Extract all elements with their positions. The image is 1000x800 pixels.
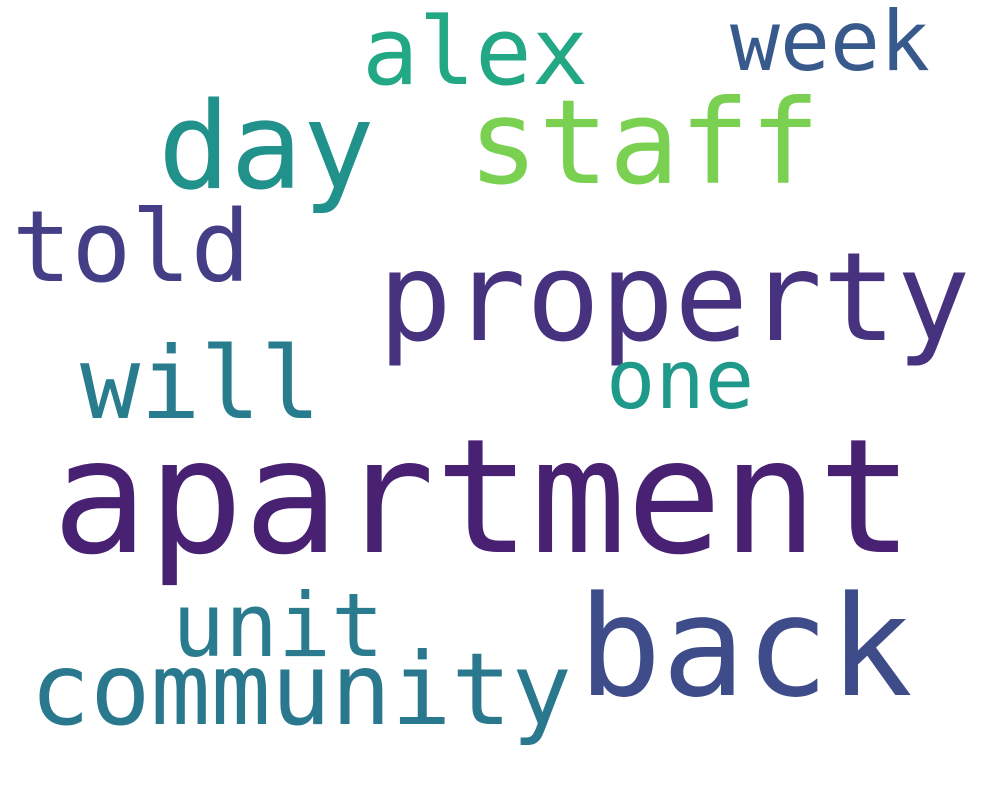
word-day: day xyxy=(158,78,375,217)
word-community: community xyxy=(30,631,572,748)
word-property: property xyxy=(378,227,971,370)
word-told: told xyxy=(12,190,251,305)
word-staff: staff xyxy=(468,74,821,211)
word-one: one xyxy=(606,333,755,428)
word-back: back xyxy=(578,566,913,728)
word-apartment: apartment xyxy=(52,405,914,590)
word-week: week xyxy=(730,0,930,90)
word-will: will xyxy=(80,325,321,442)
word-alex: alex xyxy=(362,0,589,107)
word-unit: unit xyxy=(172,574,384,677)
